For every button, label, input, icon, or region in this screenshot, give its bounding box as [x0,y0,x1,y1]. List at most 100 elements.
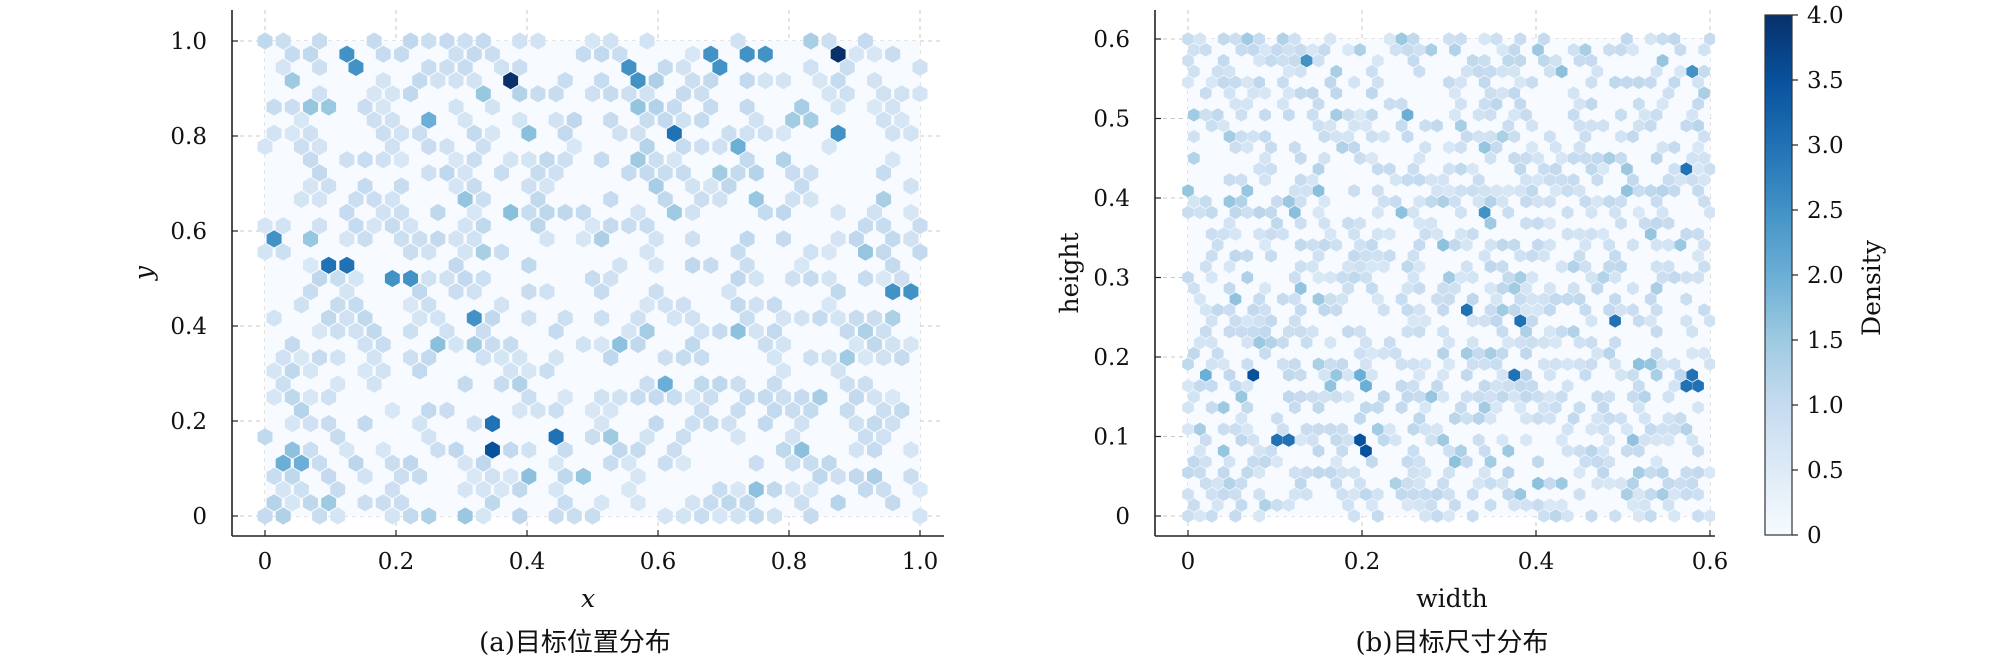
hex-cell [1342,368,1354,382]
hex-cell [1508,498,1521,512]
hex-cell [885,45,901,63]
hex-cell [1668,140,1681,155]
hex-cell [1514,379,1526,393]
hex-cell [1223,129,1236,144]
hex-cell [521,256,537,274]
hex-cell [1235,43,1248,57]
hex-cell [1650,238,1663,252]
hex-cell [1656,54,1669,68]
hex-cell [885,283,901,301]
hex-cell [357,494,373,512]
hex-cell [1182,205,1194,220]
hex-cell [1538,357,1550,371]
hex-cell [1633,314,1645,328]
hex-cell [1455,32,1467,46]
hex-cell [1656,422,1669,436]
hex-cell [275,243,291,261]
hex-cell [1704,357,1715,371]
hex-cell [785,164,801,182]
hex-cell [694,507,710,525]
hex-cell [1223,368,1236,382]
hex-cell [1609,249,1621,263]
hex-cell [1484,498,1497,512]
hex-cell [384,454,400,472]
hex-cell [1283,64,1295,79]
hex-cell [1472,390,1485,404]
hex-cell [1650,216,1663,230]
hex-cell [1455,140,1467,155]
hex-cell [1205,509,1218,523]
hex-cell [1692,270,1704,285]
hex-cell [1265,335,1277,350]
hex-cell [1520,216,1532,230]
hex-cell [421,164,437,182]
hex-cell [257,137,273,156]
hex-cell [1692,162,1704,176]
hex-cell [612,124,628,142]
hex-cell [1466,335,1479,350]
hex-cell [876,481,892,499]
hex-cell [1561,444,1574,458]
hex-cell [1621,32,1633,46]
hex-cell [630,388,646,406]
hex-cell [284,467,300,485]
colorbar-tick-label: 1.5 [1807,328,1844,354]
hex-cell [894,85,910,103]
hex-cell [821,269,837,288]
hex-cell [366,85,382,103]
hex-cell [685,388,700,406]
hex-cell [1318,129,1331,144]
hex-cell [1615,259,1627,274]
hex-cell [730,269,746,288]
hex-cell [803,164,819,182]
hex-cell [1241,205,1254,220]
hex-cell [439,164,455,182]
hex-cell [1443,184,1455,198]
hex-cell [1573,444,1586,458]
hex-cell [1372,184,1384,198]
hex-cell [1354,411,1366,426]
hex-cell [303,151,318,169]
hex-cell [1443,509,1455,523]
hex-cell [539,283,555,301]
hex-cell [1194,509,1206,523]
hex-cell [1383,249,1396,263]
y-axis-label: y [129,265,158,281]
hex-cell [1294,216,1307,230]
hex-cell [1324,227,1337,241]
hex-cell [1437,238,1449,252]
hex-cell [767,375,782,393]
hex-cell [1627,173,1639,187]
hex-cell [1437,390,1449,404]
hex-cell [1324,422,1337,436]
hex-cell [712,375,728,393]
hex-cell [1644,487,1657,501]
hex-cell [685,335,700,354]
hex-cell [548,428,564,446]
hex-cell [812,388,828,406]
hex-cell [321,494,337,512]
hex-cell [912,217,928,235]
hex-cell [266,309,282,327]
hex-cell [1229,249,1242,263]
hex-cell [1674,476,1687,491]
x-tick-label: 0.8 [771,549,808,575]
hex-cell [512,32,528,50]
hex-cell [1532,194,1544,209]
hex-cell [1478,357,1491,371]
hex-cell [348,58,364,76]
hex-cell [1336,444,1348,458]
hex-cell [639,111,655,129]
hex-cell [648,256,664,274]
hex-cell [1413,43,1426,57]
hex-cell [1532,303,1544,317]
hex-cell [1377,346,1390,361]
hex-cell [876,164,892,182]
hex-cell [1644,465,1657,480]
hex-cell [312,507,327,525]
hex-cell [284,335,300,354]
hex-cell [821,243,837,261]
hex-cell [1306,238,1319,252]
hex-cell [1200,43,1212,57]
hex-cell [1211,476,1224,491]
